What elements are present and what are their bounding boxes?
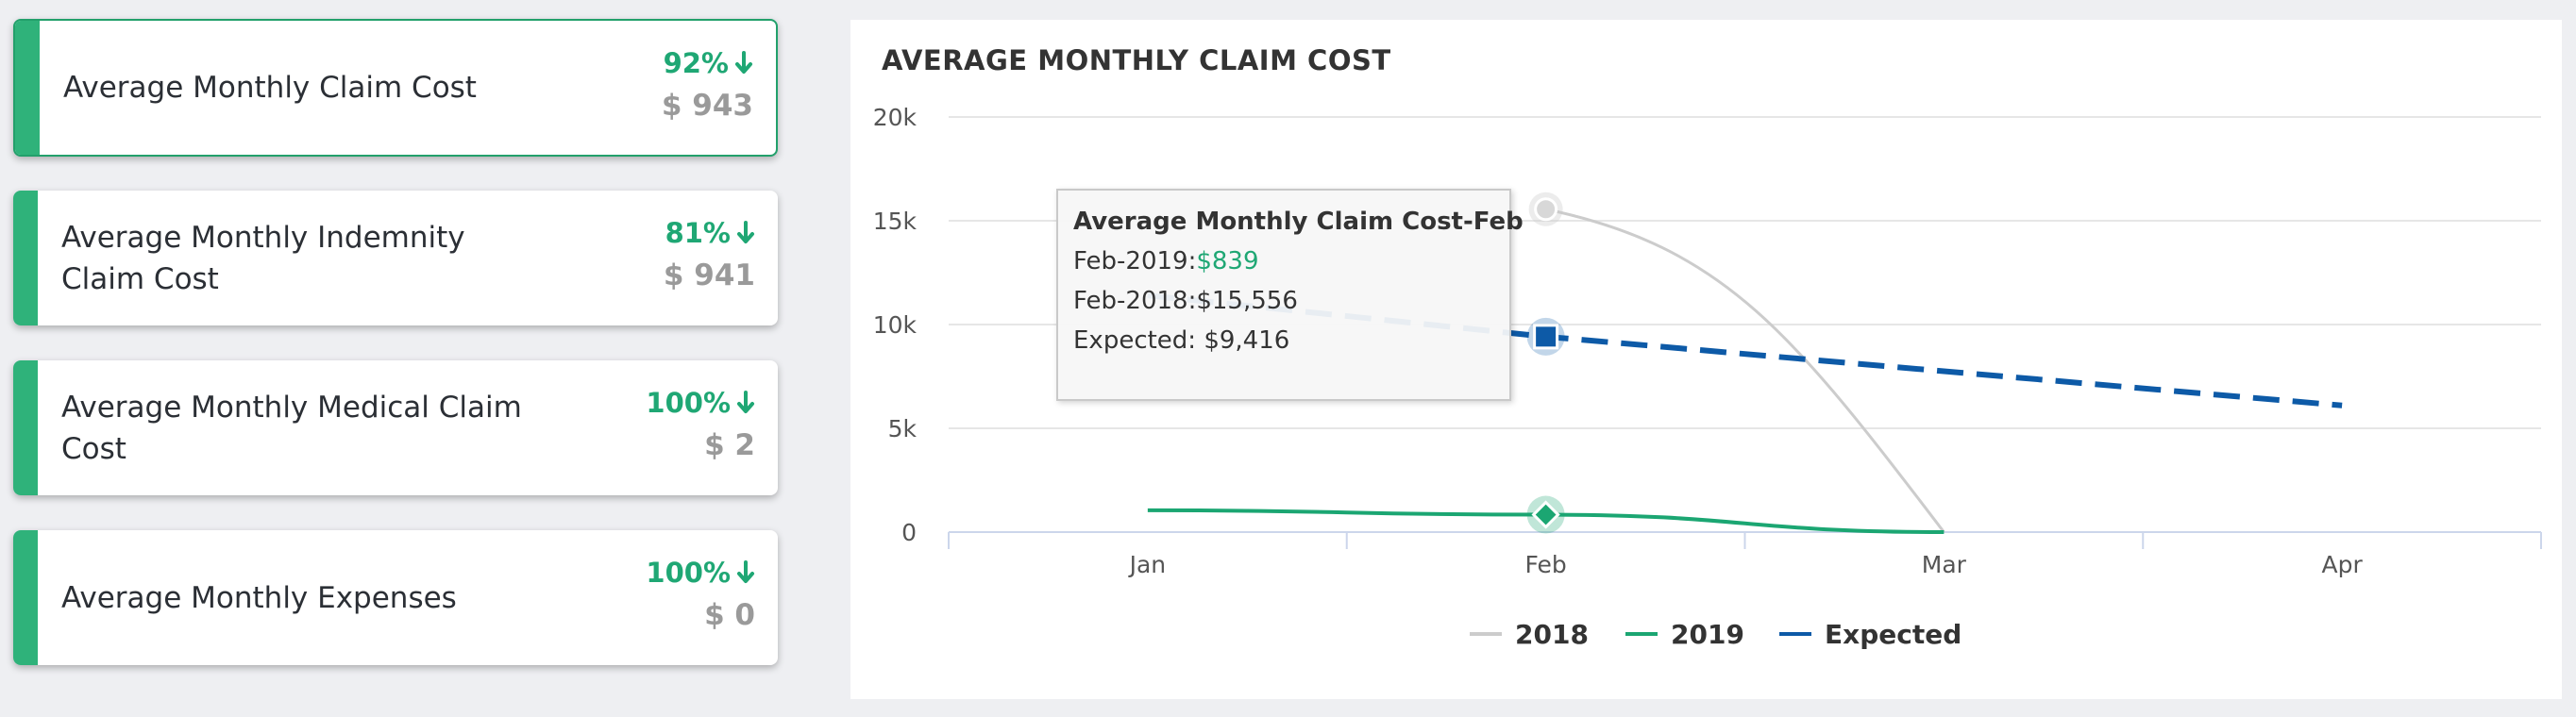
series-line-2018 (1545, 208, 1945, 533)
kpi-card-indemnity-claim-cost[interactable]: Average Monthly Indemnity Claim Cost 81%… (13, 191, 778, 325)
card-percent: 92% (664, 47, 753, 79)
card-title: Average Monthly Claim Cost (63, 71, 477, 105)
legend-label: 2019 (1671, 618, 1744, 650)
y-tick-label: 0 (901, 519, 917, 546)
arrow-down-icon (737, 391, 754, 413)
card-accent-bar (13, 360, 38, 495)
legend-swatch (1779, 632, 1811, 636)
tooltip-row-2018: Feb-2018:$15,556 (1073, 281, 1494, 321)
percent-value: 81% (665, 217, 731, 249)
marker-point-2018 (1534, 197, 1558, 222)
tooltip-label: Feb-2019: (1073, 247, 1197, 275)
kpi-card-claim-cost[interactable]: Average Monthly Claim Cost 92% $ 943 (13, 19, 778, 157)
card-amount: $ 2 (704, 428, 755, 462)
legend-item-expected[interactable]: Expected (1779, 615, 1961, 653)
tooltip-value: $839 (1196, 247, 1259, 275)
percent-value: 100% (646, 557, 731, 589)
legend-swatch (1470, 632, 1502, 636)
tooltip-header: Average Monthly Claim Cost-Feb (1073, 208, 1524, 236)
marker-point-2019 (1531, 500, 1560, 529)
card-percent: 100% (646, 387, 755, 419)
y-tick-label: 10k (873, 311, 918, 339)
kpi-card-expenses[interactable]: Average Monthly Expenses 100% $ 0 (13, 530, 778, 665)
tooltip-label: Feb-2018: (1073, 287, 1197, 315)
card-title: Average Monthly Expenses (61, 580, 457, 615)
card-percent: 100% (646, 557, 755, 589)
card-amount: $ 943 (661, 89, 753, 123)
card-accent-bar (15, 21, 40, 155)
kpi-card-medical-claim-cost[interactable]: Average Monthly Medical Claim Cost 100% … (13, 360, 778, 495)
card-percent: 81% (665, 217, 755, 249)
x-tick-label: Apr (2322, 551, 2364, 578)
chart-title: AVERAGE MONTHLY CLAIM COST (882, 44, 1391, 76)
legend-label: 2018 (1515, 618, 1589, 650)
x-tick-label: Mar (1922, 551, 1967, 578)
tooltip-label: Expected: (1073, 326, 1204, 355)
tooltip-row-2019: Feb-2019:$839 (1073, 242, 1494, 281)
card-accent-bar (13, 530, 38, 665)
card-amount: $ 0 (704, 598, 755, 632)
legend-label: Expected (1825, 618, 1962, 650)
legend-swatch (1625, 632, 1658, 636)
card-accent-bar (13, 191, 38, 325)
percent-value: 92% (663, 47, 729, 79)
chart-legend: 2018 2019 Expected (850, 615, 2562, 653)
x-tick-label: Jan (1128, 551, 1167, 578)
chart-panel: AVERAGE MONTHLY CLAIM COST 0 5k 10k 15k 20k J… (850, 20, 2562, 699)
legend-item-2018[interactable]: 2018 (1470, 615, 1589, 653)
y-tick-label: 5k (888, 415, 918, 442)
x-tick-label: Feb (1524, 551, 1566, 578)
y-tick-label: 20k (873, 104, 918, 131)
tooltip-value: $15,556 (1196, 287, 1298, 315)
card-amount: $ 941 (663, 258, 755, 292)
arrow-down-icon (737, 560, 754, 583)
y-tick-label: 15k (873, 208, 918, 235)
tooltip-row-expected: Expected: $9,416 (1073, 321, 1494, 360)
arrow-down-icon (737, 221, 754, 243)
tooltip-value: $9,416 (1204, 326, 1290, 355)
percent-value: 100% (646, 387, 731, 419)
chart-tooltip: Average Monthly Claim Cost-Feb Feb-2019:… (1056, 189, 1524, 401)
legend-item-2019[interactable]: 2019 (1625, 615, 1744, 653)
marker-point-expected (1533, 324, 1559, 350)
card-title: Average Monthly Medical Claim Cost (61, 390, 522, 466)
card-title: Average Monthly Indemnity Claim Cost (61, 220, 465, 296)
arrow-down-icon (735, 51, 752, 74)
